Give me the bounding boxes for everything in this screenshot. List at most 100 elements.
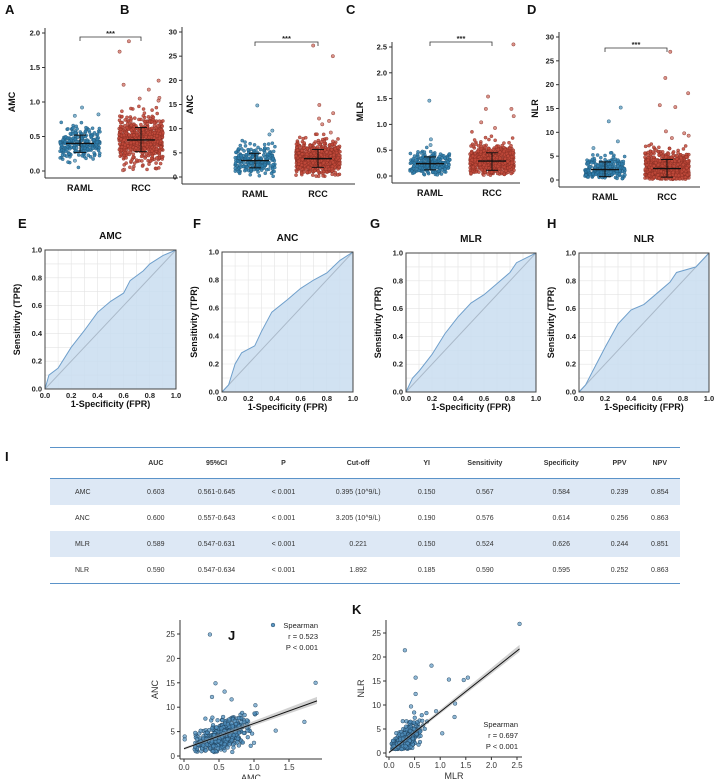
data-point xyxy=(122,133,126,138)
table-cell: < 0.001 xyxy=(257,531,310,557)
data-point xyxy=(150,149,154,153)
data-point xyxy=(672,164,676,169)
data-point xyxy=(446,160,450,164)
outlier-point xyxy=(255,103,260,108)
data-point xyxy=(490,164,495,169)
data-point xyxy=(154,161,158,165)
data-point xyxy=(262,142,267,147)
data-point xyxy=(74,124,79,129)
data-point xyxy=(330,164,335,169)
data-point xyxy=(96,148,101,153)
data-point xyxy=(643,167,648,172)
data-point xyxy=(74,146,79,150)
significance-label: *** xyxy=(282,34,291,43)
data-point xyxy=(131,155,136,160)
data-point xyxy=(303,135,308,140)
data-point xyxy=(97,151,102,155)
table-cell: 0.863 xyxy=(639,557,680,584)
data-point xyxy=(154,144,159,149)
data-point xyxy=(622,166,626,171)
data-point xyxy=(399,746,404,752)
data-point xyxy=(125,122,130,126)
data-point xyxy=(400,719,405,724)
x-tick-label: 1.0 xyxy=(531,394,541,403)
data-point xyxy=(144,135,148,139)
data-point xyxy=(660,164,665,168)
data-point xyxy=(426,170,430,175)
outlier-point xyxy=(317,103,322,107)
x-tick-label: 0.5 xyxy=(409,761,421,770)
data-point xyxy=(472,138,477,142)
data-point xyxy=(435,165,439,170)
data-point xyxy=(232,718,237,724)
y-tick-label: 25 xyxy=(166,630,175,639)
outlier-point xyxy=(302,719,307,724)
data-point xyxy=(214,725,219,730)
x-tick-label: 1.0 xyxy=(348,394,358,403)
data-point xyxy=(148,142,153,147)
outlier-point xyxy=(429,137,433,142)
y-tick-label: 30 xyxy=(546,33,554,42)
y-tick-label: 0.8 xyxy=(566,276,576,285)
data-point xyxy=(684,155,689,159)
roc-plot-H: 0.00.00.20.20.40.40.60.60.80.81.01.0NLR1… xyxy=(546,234,714,412)
data-point xyxy=(643,155,647,159)
y-tick-label: 0.6 xyxy=(393,304,403,313)
data-point xyxy=(95,140,99,145)
outlier-point xyxy=(428,143,433,147)
table-cell: 0.603 xyxy=(135,478,176,505)
data-point xyxy=(437,154,442,159)
correlation-r: r = 0.697 xyxy=(488,731,518,740)
outlier-point xyxy=(328,130,333,135)
data-point xyxy=(59,120,64,125)
data-point xyxy=(644,163,649,167)
outlier-point xyxy=(146,87,151,92)
data-point xyxy=(87,128,91,132)
data-point xyxy=(241,730,247,736)
data-point xyxy=(215,718,220,723)
data-point xyxy=(140,159,144,163)
data-point xyxy=(123,142,127,147)
data-point xyxy=(616,158,620,162)
x-tick-label: 1.0 xyxy=(704,394,714,403)
data-point xyxy=(499,170,504,175)
data-point xyxy=(479,144,483,149)
data-point xyxy=(236,730,242,735)
outlier-point xyxy=(117,49,122,54)
data-point xyxy=(622,154,627,159)
data-point xyxy=(137,104,141,109)
data-point xyxy=(403,744,408,749)
table-cell: 0.547-0.634 xyxy=(175,557,258,584)
table-cell: AMC xyxy=(50,478,136,505)
y-tick-label: 0.0 xyxy=(32,385,42,394)
data-point xyxy=(95,137,100,142)
data-point xyxy=(119,130,123,134)
data-point xyxy=(471,144,476,149)
data-point xyxy=(590,157,595,162)
data-point xyxy=(98,130,102,134)
data-point xyxy=(262,148,266,153)
data-point xyxy=(160,155,164,160)
data-point xyxy=(506,159,510,164)
data-point xyxy=(122,138,126,142)
outlier-point xyxy=(137,96,142,101)
y-tick-label: 0.0 xyxy=(393,388,403,397)
data-point xyxy=(315,145,320,149)
y-axis-label: ANC xyxy=(185,94,195,114)
data-point xyxy=(411,156,416,161)
outlier-point xyxy=(270,128,275,133)
y-tick-label: 0.2 xyxy=(32,357,42,366)
data-point xyxy=(652,155,656,159)
outlier-point xyxy=(213,681,218,686)
table-cell: < 0.001 xyxy=(257,478,310,505)
data-point xyxy=(66,160,70,164)
outlier-point xyxy=(311,43,316,48)
data-point xyxy=(647,143,651,148)
x-tick-label: 0.0 xyxy=(383,761,395,770)
data-point xyxy=(486,172,490,176)
outlier-point xyxy=(606,119,611,124)
y-tick-label: 0.4 xyxy=(566,332,577,341)
data-point xyxy=(257,173,262,178)
